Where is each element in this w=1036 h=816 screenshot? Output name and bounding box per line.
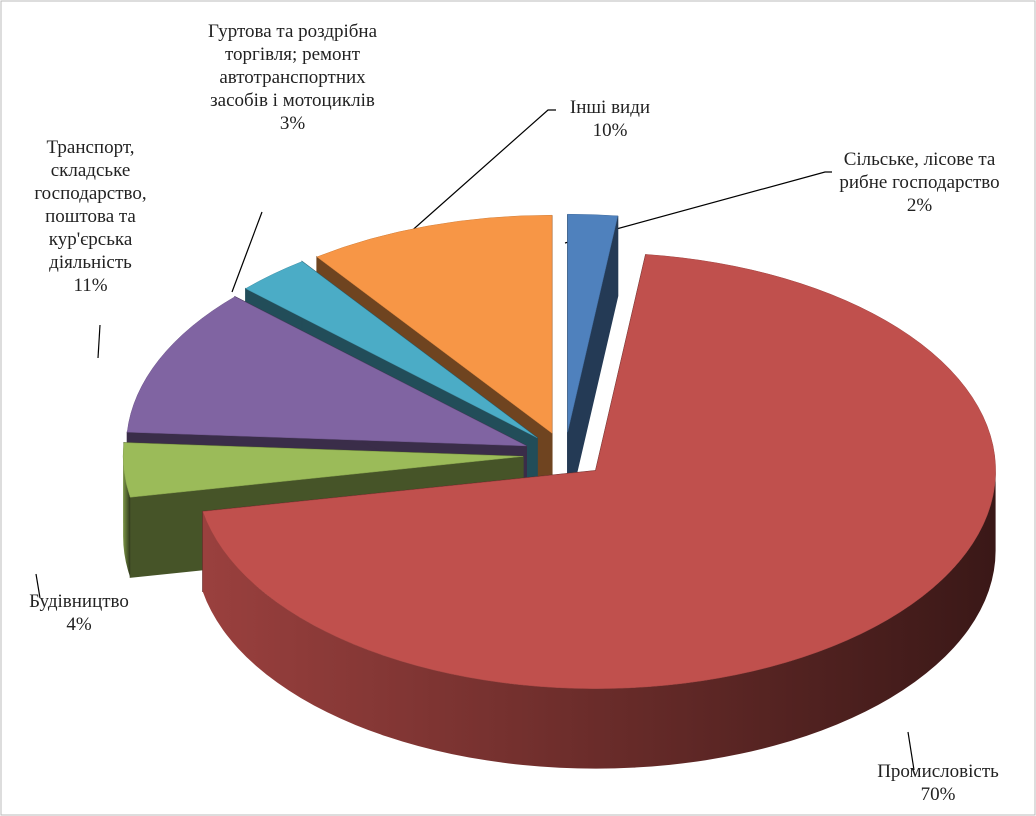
data-label: Інші види 10%: [545, 96, 675, 142]
data-label: Будівництво 4%: [4, 590, 154, 636]
data-label: Транспорт, складське господарство, пошто…: [18, 136, 163, 297]
slice: [202, 254, 996, 689]
leader-line: [389, 109, 556, 251]
category-label: Промисловість: [877, 761, 999, 782]
category-label: Будівництво: [29, 591, 129, 612]
leader-line: [231, 211, 263, 293]
value-label: 10%: [592, 120, 628, 141]
data-label: Сільське, лісове та рибне господарство 2%: [832, 148, 1007, 217]
value-label: 2%: [906, 195, 933, 216]
data-label: Промисловість 70%: [858, 760, 1018, 806]
leader-line: [35, 573, 41, 599]
slice: [245, 261, 538, 439]
pie: [122, 213, 996, 769]
slice: [126, 296, 527, 447]
leader-line: [907, 731, 915, 771]
value-label: 70%: [920, 784, 956, 805]
leader-line: [97, 324, 101, 359]
leader-line: [564, 171, 832, 244]
leader-lines: [35, 109, 915, 771]
slice: [316, 214, 553, 434]
category-label: Інші види: [569, 97, 651, 118]
value-label: 3%: [279, 113, 306, 134]
slice: [122, 442, 524, 498]
value-label: 4%: [66, 614, 92, 635]
value-label: 11%: [73, 275, 108, 296]
data-label: Гуртова та роздрібна торгівля; ремонт ав…: [205, 20, 380, 135]
slice-wall: [202, 470, 996, 769]
slice: [567, 213, 619, 433]
category-label: Гуртова та роздрібна торгівля; ремонт ав…: [207, 21, 378, 111]
category-label: Транспорт, складське господарство, пошто…: [34, 137, 147, 273]
slice-wall: [123, 456, 131, 578]
category-label: Сільське, лісове та рибне господарство: [839, 149, 1000, 193]
